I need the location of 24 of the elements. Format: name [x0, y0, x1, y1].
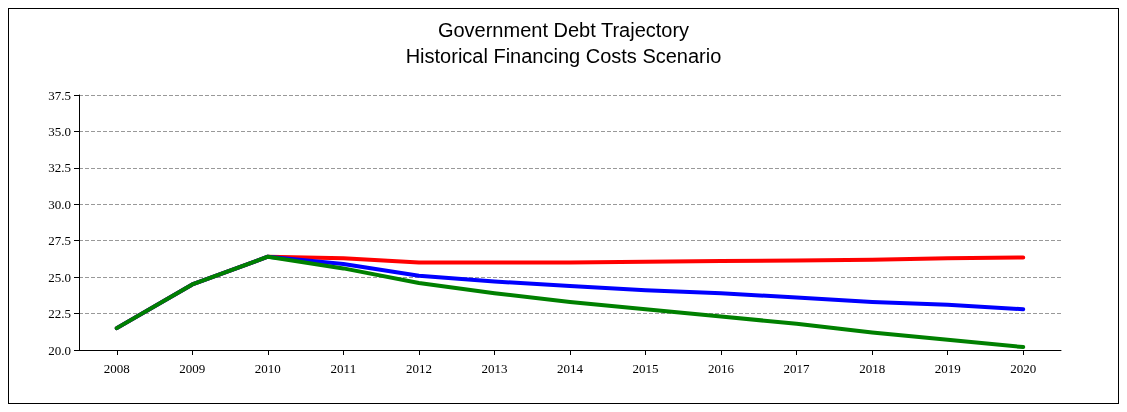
chart-subtitle: Historical Financing Costs Scenario — [405, 45, 722, 67]
x-tick-label: 2010 — [254, 361, 281, 376]
x-tick-label: 2014 — [557, 361, 584, 376]
chart-title: Government Debt Trajectory — [437, 19, 690, 41]
x-tick-label: 2013 — [481, 361, 508, 376]
x-tick-label: 2019 — [934, 361, 961, 376]
y-tick-label: 25.0 — [48, 269, 71, 285]
x-tick-label: 2009 — [179, 361, 206, 376]
x-tick-label: 2012 — [405, 361, 432, 376]
line-series — [114, 254, 1026, 350]
y-tick-label: 27.5 — [48, 233, 71, 249]
x-tick-label: 2018 — [859, 361, 886, 376]
x-tick-label: 2011 — [330, 361, 357, 376]
x-tick-label: 2020 — [1010, 361, 1037, 376]
y-tick-label: 37.5 — [48, 87, 71, 103]
y-tick-label: 30.0 — [48, 196, 71, 212]
y-tick-label: 35.0 — [48, 123, 71, 139]
x-tick-label: 2016 — [708, 361, 735, 376]
y-tick-label: 20.0 — [48, 342, 71, 358]
y-tick-label: 22.5 — [48, 306, 71, 322]
y-tick-label: 32.5 — [48, 160, 71, 176]
x-tick-label: 2008 — [103, 361, 130, 376]
x-tick-label: 2015 — [632, 361, 659, 376]
x-tick-label: 2017 — [783, 361, 811, 376]
